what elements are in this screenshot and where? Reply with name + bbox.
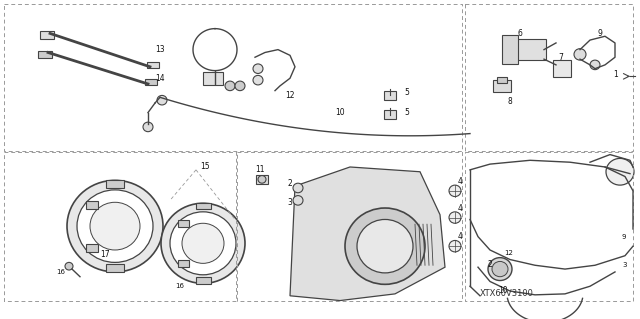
Text: 2: 2 — [488, 260, 493, 269]
Bar — [86, 244, 98, 252]
Text: 8: 8 — [507, 97, 512, 106]
Bar — [145, 79, 157, 85]
Bar — [514, 39, 546, 60]
Bar — [170, 226, 184, 260]
Bar — [74, 207, 90, 245]
Bar — [493, 80, 511, 92]
Circle shape — [345, 208, 425, 284]
Bar — [553, 60, 571, 77]
Bar — [384, 91, 396, 100]
Circle shape — [293, 183, 303, 193]
Bar — [497, 77, 507, 84]
Circle shape — [293, 196, 303, 205]
Text: 5: 5 — [404, 88, 409, 97]
Text: 16: 16 — [175, 283, 184, 289]
Circle shape — [235, 81, 245, 91]
Text: 9: 9 — [622, 234, 627, 240]
Text: 13: 13 — [155, 45, 164, 54]
Circle shape — [182, 223, 224, 263]
Bar — [106, 264, 124, 272]
Text: 4: 4 — [458, 204, 463, 212]
Bar — [177, 220, 189, 226]
Circle shape — [90, 202, 140, 250]
Circle shape — [67, 180, 163, 272]
Circle shape — [492, 262, 508, 277]
Text: 11: 11 — [255, 165, 264, 174]
Text: 10: 10 — [335, 108, 344, 117]
Circle shape — [449, 212, 461, 223]
Circle shape — [574, 49, 586, 60]
Text: 17: 17 — [100, 250, 109, 259]
Text: 3: 3 — [287, 198, 292, 207]
Bar — [86, 201, 98, 209]
Bar — [203, 71, 223, 85]
Circle shape — [143, 122, 153, 132]
Text: 9: 9 — [598, 29, 603, 38]
Text: 10: 10 — [498, 286, 508, 294]
Circle shape — [253, 75, 263, 85]
Bar — [195, 203, 211, 210]
Bar — [256, 175, 268, 184]
Text: 12: 12 — [504, 250, 513, 256]
Bar — [177, 260, 189, 267]
Bar — [40, 32, 54, 39]
Circle shape — [357, 219, 413, 273]
Circle shape — [157, 95, 167, 105]
Text: 1: 1 — [613, 70, 618, 79]
Text: 5: 5 — [404, 108, 409, 117]
Text: 15: 15 — [200, 162, 210, 172]
Bar — [38, 51, 52, 58]
Circle shape — [449, 241, 461, 252]
Text: 7: 7 — [558, 53, 563, 62]
Bar — [384, 110, 396, 119]
Text: 14: 14 — [155, 74, 164, 83]
Circle shape — [77, 190, 153, 263]
Text: 6: 6 — [518, 29, 523, 38]
Circle shape — [258, 175, 266, 183]
Text: 12: 12 — [285, 91, 294, 100]
Bar — [502, 35, 518, 64]
Text: 4: 4 — [458, 232, 463, 241]
Circle shape — [161, 203, 245, 283]
Circle shape — [590, 60, 600, 70]
Circle shape — [65, 263, 73, 270]
Bar — [106, 180, 124, 188]
Circle shape — [253, 64, 263, 73]
Circle shape — [170, 212, 236, 275]
Circle shape — [488, 258, 512, 280]
Text: 3: 3 — [622, 262, 627, 268]
Circle shape — [606, 159, 634, 185]
Text: 16: 16 — [56, 269, 65, 275]
Text: 4: 4 — [458, 177, 463, 186]
Text: XTX60V3100: XTX60V3100 — [480, 289, 534, 298]
Circle shape — [449, 185, 461, 197]
Circle shape — [225, 81, 235, 91]
Text: 2: 2 — [287, 179, 292, 188]
Polygon shape — [290, 167, 445, 300]
Bar — [147, 62, 159, 68]
Bar — [195, 277, 211, 284]
